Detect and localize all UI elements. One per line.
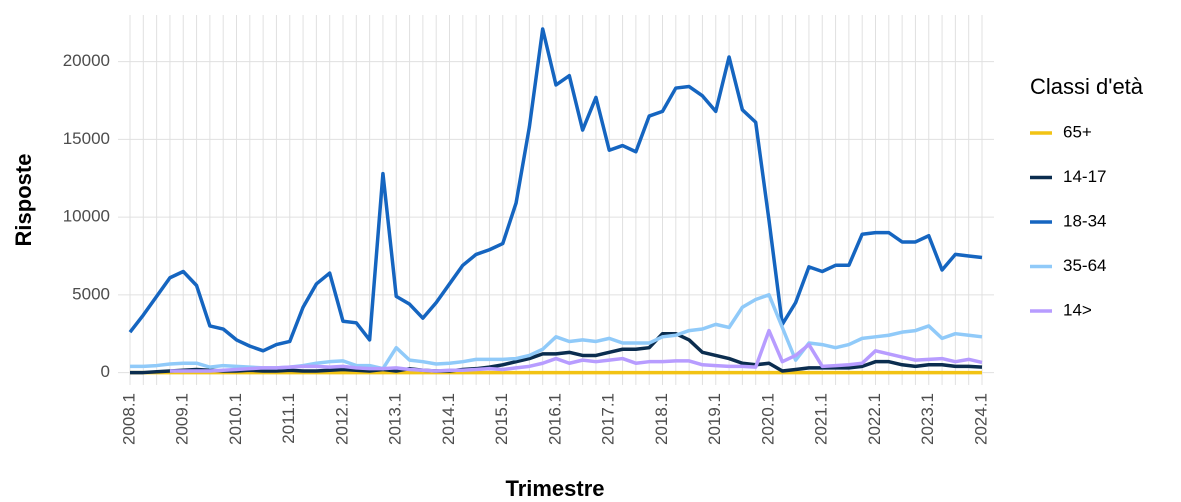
- y-axis-title: Risposte: [11, 154, 36, 247]
- x-tick-label: 2014.1: [439, 393, 458, 445]
- legend-label: 14-17: [1063, 167, 1106, 186]
- x-tick-label: 2017.1: [599, 393, 618, 445]
- legend-label: 18-34: [1063, 211, 1106, 230]
- x-tick-label: 2024.1: [971, 393, 990, 445]
- line: [130, 331, 983, 375]
- y-tick-label: 20000: [63, 51, 110, 70]
- legend-label: 65+: [1063, 122, 1092, 141]
- line: [128, 27, 983, 353]
- x-tick-label: 2015.1: [492, 393, 511, 445]
- x-tick-label: 2012.1: [332, 393, 351, 445]
- x-tick-label: 2009.1: [173, 393, 192, 445]
- x-tick-label: 2010.1: [226, 393, 245, 445]
- x-tick-label: 2022.1: [865, 393, 884, 445]
- x-tick-label: 2008.1: [119, 393, 138, 445]
- x-tick-label: 2016.1: [545, 393, 564, 445]
- legend-label: 14>: [1063, 300, 1092, 319]
- y-tick-label: 5000: [72, 284, 110, 303]
- x-tick-label: 2020.1: [758, 393, 777, 445]
- x-tick-label: 2013.1: [386, 393, 405, 445]
- x-tick-label: 2011.1: [279, 393, 298, 444]
- y-tick-label: 15000: [63, 129, 110, 148]
- line: [169, 328, 983, 373]
- x-axis-title: Trimestre: [505, 476, 604, 501]
- legend-title: Classi d'età: [1030, 74, 1144, 99]
- x-tick-label: 2021.1: [812, 393, 831, 445]
- x-tick-label: 2023.1: [918, 393, 937, 445]
- x-tick-label: 2019.1: [705, 393, 724, 445]
- y-tick-label: 10000: [63, 207, 110, 226]
- x-tick-label: 2018.1: [652, 393, 671, 445]
- y-tick-label: 0: [101, 362, 110, 381]
- legend-label: 35-64: [1063, 256, 1106, 275]
